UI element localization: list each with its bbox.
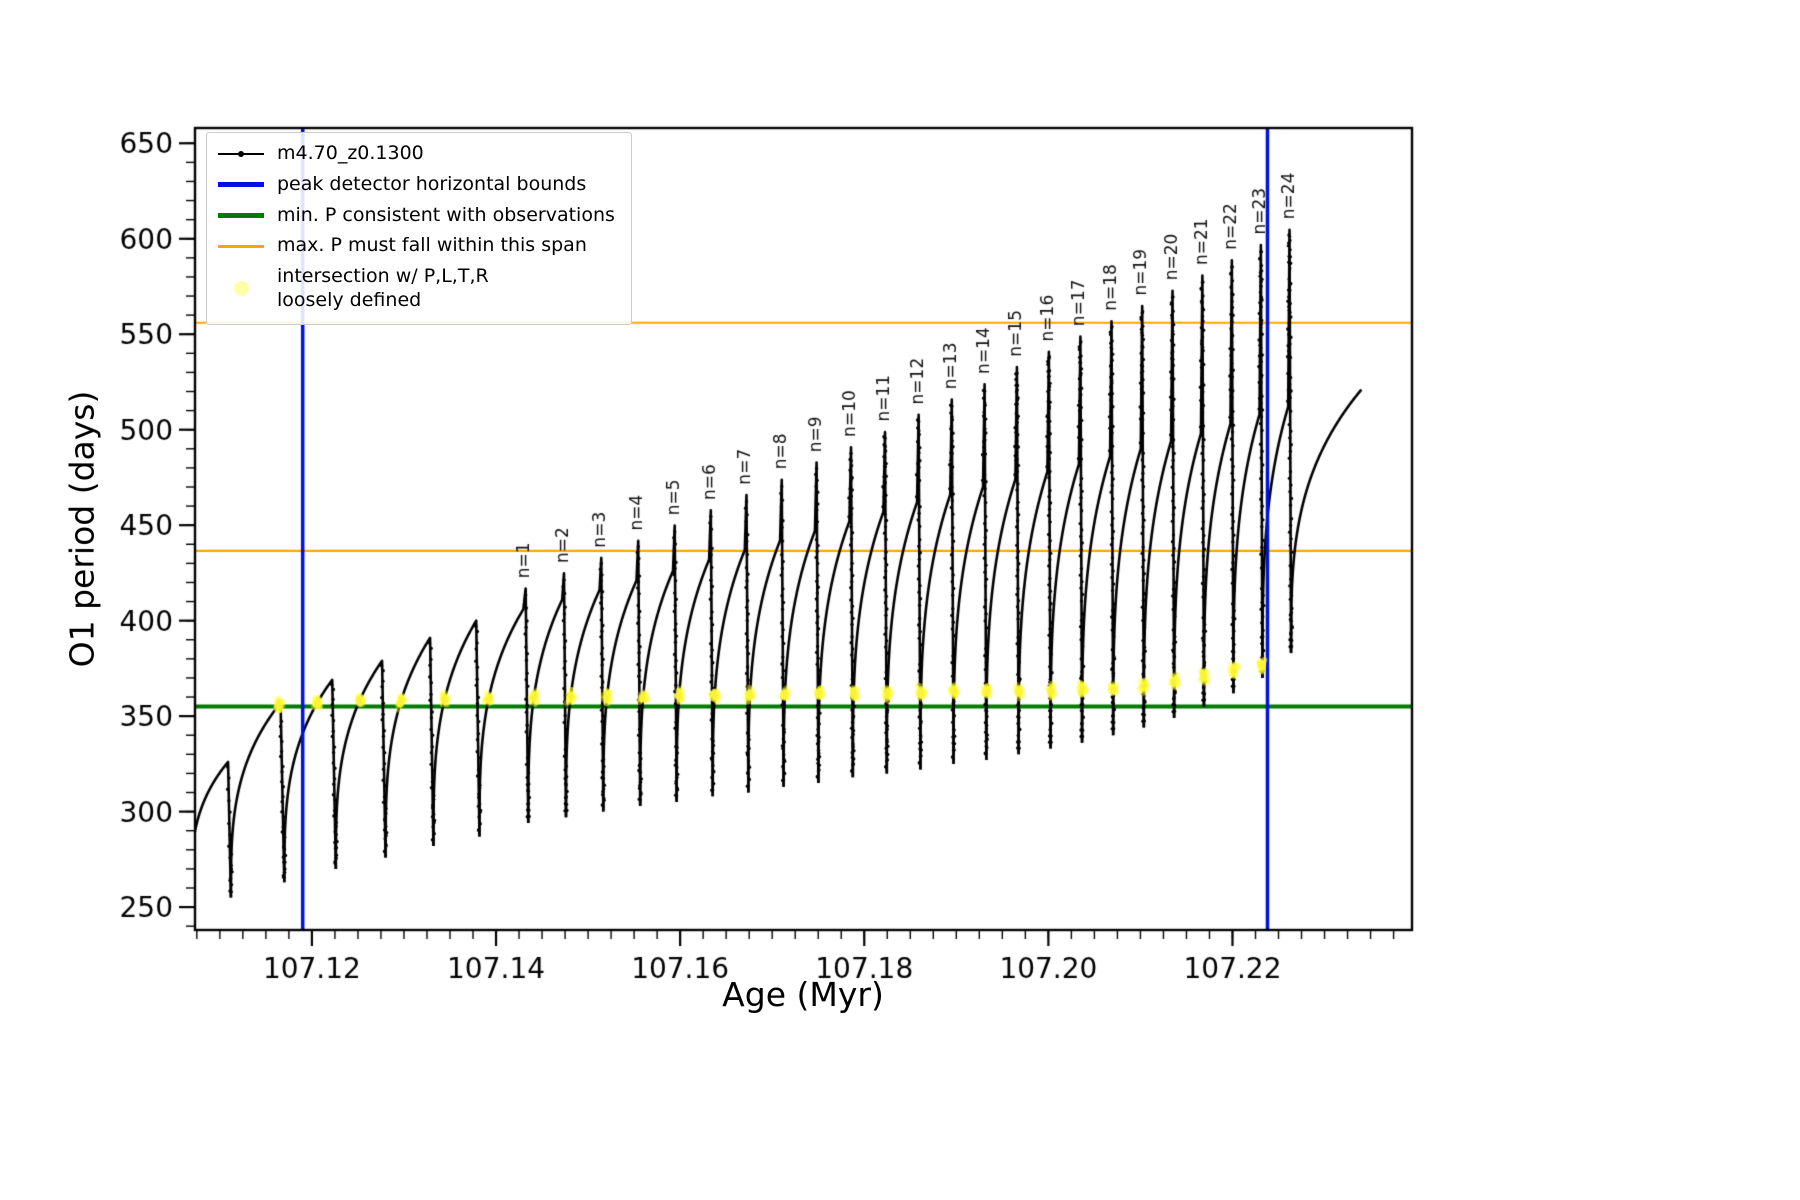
blue-line-icon — [218, 182, 264, 188]
legend-label-max-p: max. P must fall within this span — [277, 234, 587, 257]
legend-item-min-p: min. P consistent with observations — [218, 204, 615, 228]
legend: m4.70_z0.1300 peak detector horizontal b… — [206, 132, 632, 325]
orange-line-icon — [218, 244, 264, 248]
legend-label-min-p: min. P consistent with observations — [277, 203, 615, 226]
legend-item-intersection: intersection w/ P,L,T,R loosely defined — [218, 265, 615, 313]
x-axis-label: Age (Myr) — [722, 975, 884, 1014]
green-line-icon — [218, 212, 264, 218]
legend-item-max-p: max. P must fall within this span — [218, 234, 615, 258]
series-line-icon — [218, 150, 264, 157]
legend-label-intersection: intersection w/ P,L,T,R loosely defined — [277, 265, 489, 311]
legend-item-series: m4.70_z0.1300 — [218, 142, 615, 166]
legend-item-peak-bounds: peak detector horizontal bounds — [218, 173, 615, 197]
legend-label-peak-bounds: peak detector horizontal bounds — [277, 172, 587, 195]
yellow-dot-icon — [233, 281, 249, 297]
legend-label-series: m4.70_z0.1300 — [277, 142, 424, 164]
series-dot-icon — [238, 150, 244, 157]
y-axis-label: O1 period (days) — [62, 390, 102, 668]
